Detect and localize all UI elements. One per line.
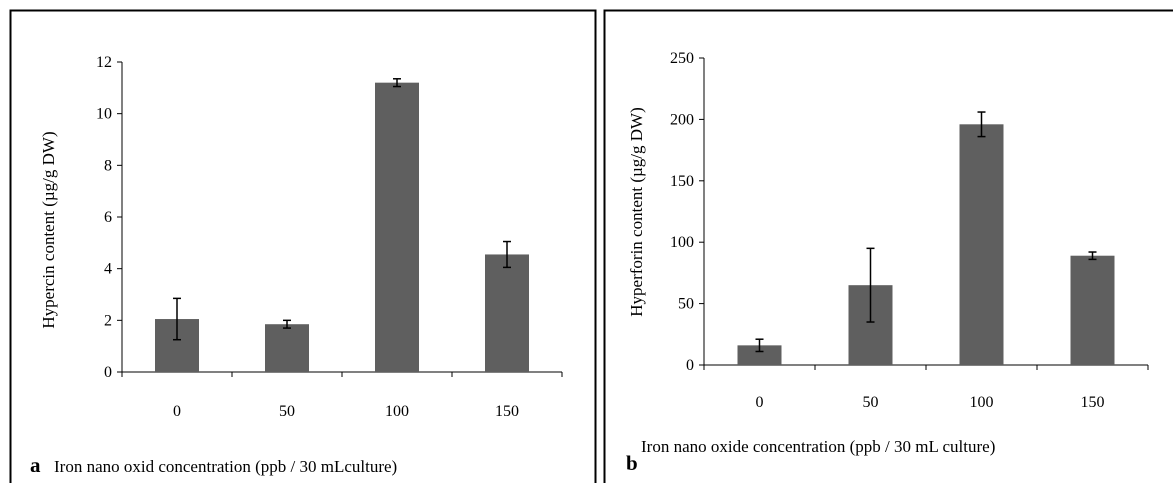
- panel-a-frame: [9, 9, 597, 483]
- chart-panel-a: 0 2 4 6 8 10 12 0 50 100 150 Hypercin content (µg/…: [9, 9, 597, 483]
- y-tick-label: 10: [96, 106, 112, 123]
- y-tick-label: 0: [686, 357, 694, 374]
- y-tick-label: 4: [104, 261, 112, 278]
- x-tick-label: 100: [970, 394, 994, 411]
- y-tick-label: 200: [670, 111, 694, 128]
- panel-a-letter: a: [30, 453, 41, 477]
- y-tick-label: 0: [104, 364, 112, 381]
- x-tick-label: 150: [495, 403, 519, 420]
- x-tick-label: 50: [863, 394, 879, 411]
- y-axis-label-a: Hypercin content (µg/g DW): [39, 131, 58, 328]
- bar: [375, 82, 419, 373]
- chart-panel-b: 0 50 100 150 200 250 0 50 100 150 Hyperforin cont…: [603, 9, 1173, 483]
- y-tick-label: 12: [96, 54, 112, 71]
- y-tick-label: 6: [104, 209, 112, 226]
- bar: [737, 345, 782, 365]
- x-tick-label: 0: [756, 394, 764, 411]
- bar: [265, 324, 309, 372]
- y-axis-label-b: Hyperforin content (µg/g DW): [627, 107, 646, 316]
- x-tick-label: 150: [1081, 394, 1105, 411]
- panel-b-letter: b: [626, 451, 638, 475]
- bar: [1070, 255, 1115, 365]
- x-tick-label: 50: [279, 403, 295, 420]
- y-tick-label: 8: [104, 157, 112, 174]
- panel-b-frame: [603, 9, 1173, 483]
- x-axis-label-b: Iron nano oxide concentration (ppb / 30 …: [641, 437, 995, 456]
- x-axis-label-a: Iron nano oxid concentration (ppb / 30 m…: [54, 457, 397, 476]
- y-tick-label: 250: [670, 50, 694, 67]
- bar: [485, 254, 529, 372]
- x-tick-label: 0: [173, 403, 181, 420]
- x-tick-label: 100: [385, 403, 409, 420]
- plot-area-a: 0 2 4 6 8 10 12 0 50 100 150: [96, 54, 563, 420]
- bar: [959, 124, 1004, 365]
- y-tick-label: 2: [104, 312, 112, 329]
- y-tick-label: 150: [670, 173, 694, 190]
- plot-area-b: 0 50 100 150 200 250 0 50 100 150: [670, 50, 1149, 411]
- y-tick-label: 100: [670, 234, 694, 251]
- y-tick-label: 50: [678, 296, 694, 313]
